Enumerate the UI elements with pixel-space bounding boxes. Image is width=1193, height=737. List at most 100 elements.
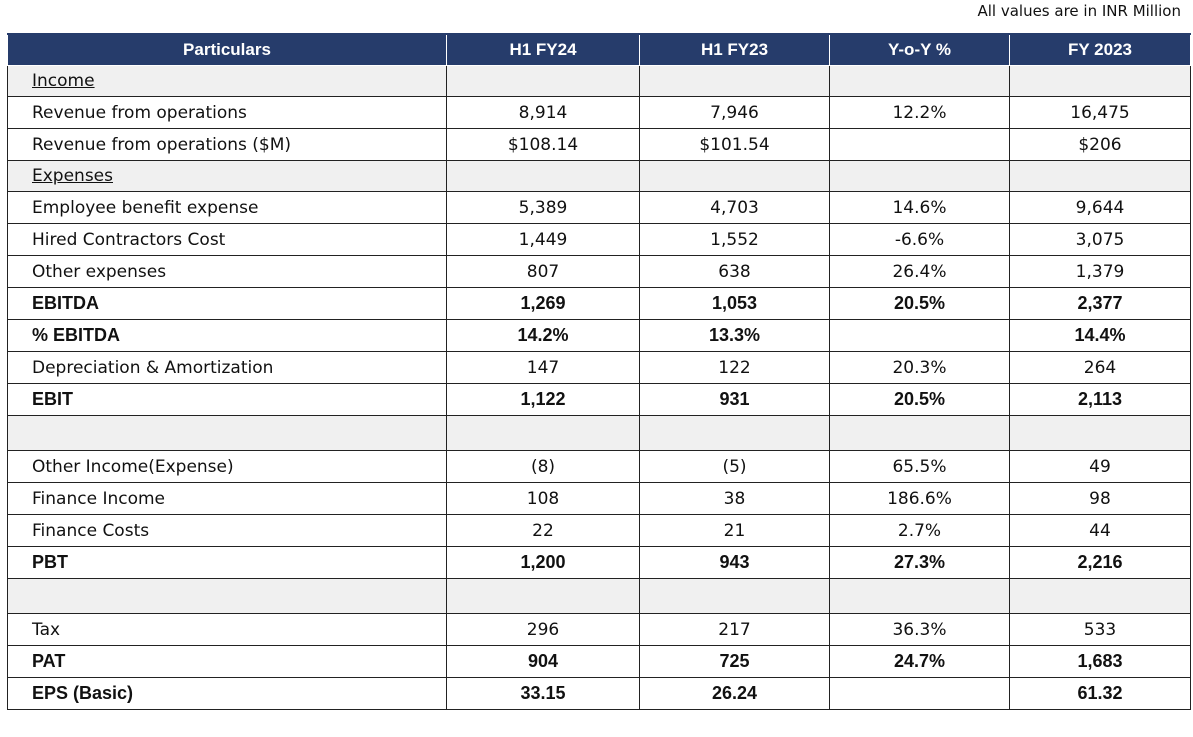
cell-h1-fy23 [639, 65, 830, 97]
cell-h1-fy23: 122 [639, 351, 830, 384]
cell-h1-fy24: (8) [446, 450, 640, 483]
cell-particulars: Revenue from operations ($M) [7, 128, 447, 161]
cell-h1-fy23: 1,552 [639, 223, 830, 256]
cell-particulars: PAT [7, 645, 447, 678]
cell-h1-fy23: (5) [639, 450, 830, 483]
cell-yoy [829, 677, 1010, 710]
cell-fy2023: 1,379 [1009, 255, 1191, 288]
cell-h1-fy23: 4,703 [639, 191, 830, 224]
cell-yoy: 24.7% [829, 645, 1010, 678]
table-row: EBITDA 1,269 1,053 20.5% 2,377 [7, 287, 1191, 320]
cell-yoy: 20.5% [829, 287, 1010, 320]
cell-fy2023: 9,644 [1009, 191, 1191, 224]
cell-fy2023: 2,377 [1009, 287, 1191, 320]
cell-h1-fy23: 21 [639, 514, 830, 547]
cell-fy2023: 1,683 [1009, 645, 1191, 678]
cell-fy2023: 44 [1009, 514, 1191, 547]
table-row: Employee benefit expense 5,389 4,703 14.6% 9… [7, 191, 1191, 224]
cell-h1-fy23: 725 [639, 645, 830, 678]
cell-yoy: 20.5% [829, 383, 1010, 416]
cell-h1-fy23: 943 [639, 546, 830, 579]
cell-yoy [829, 415, 1010, 451]
cell-yoy [829, 160, 1010, 192]
cell-h1-fy23 [639, 578, 830, 614]
cell-particulars: Income [7, 65, 447, 97]
cell-particulars: Revenue from operations [7, 96, 447, 129]
cell-h1-fy24 [446, 415, 640, 451]
table-row: Depreciation & Amortization 147 122 20.3% 26… [7, 351, 1191, 384]
cell-particulars: Depreciation & Amortization [7, 351, 447, 384]
cell-fy2023: 14.4% [1009, 319, 1191, 352]
cell-fy2023: $206 [1009, 128, 1191, 161]
cell-yoy [829, 65, 1010, 97]
cell-h1-fy24: 904 [446, 645, 640, 678]
cell-h1-fy24 [446, 65, 640, 97]
cell-particulars: Tax [7, 613, 447, 646]
header-h1-fy24: H1 FY24 [446, 33, 640, 66]
cell-h1-fy23: 638 [639, 255, 830, 288]
table-row [7, 415, 1191, 451]
cell-particulars: Other expenses [7, 255, 447, 288]
cell-particulars: PBT [7, 546, 447, 579]
cell-yoy [829, 578, 1010, 614]
cell-h1-fy24: 1,449 [446, 223, 640, 256]
cell-fy2023: 49 [1009, 450, 1191, 483]
cell-yoy: 36.3% [829, 613, 1010, 646]
cell-yoy: 14.6% [829, 191, 1010, 224]
table-row: Income [7, 65, 1191, 97]
cell-h1-fy23: 7,946 [639, 96, 830, 129]
cell-fy2023: 98 [1009, 482, 1191, 515]
cell-h1-fy24: 5,389 [446, 191, 640, 224]
table-row: Other Income(Expense) (8) (5) 65.5% 49 [7, 450, 1191, 483]
cell-h1-fy23: 217 [639, 613, 830, 646]
table-row: Finance Costs 22 21 2.7% 44 [7, 514, 1191, 547]
table-row: PAT 904 725 24.7% 1,683 [7, 645, 1191, 678]
cell-particulars [7, 578, 447, 614]
cell-fy2023: 16,475 [1009, 96, 1191, 129]
cell-h1-fy24: 8,914 [446, 96, 640, 129]
cell-h1-fy24: 14.2% [446, 319, 640, 352]
cell-yoy [829, 128, 1010, 161]
table-row: Revenue from operations 8,914 7,946 12.2% 16… [7, 96, 1191, 129]
table-row: Expenses [7, 160, 1191, 192]
cell-h1-fy24: 1,200 [446, 546, 640, 579]
cell-particulars: Finance Costs [7, 514, 447, 547]
cell-particulars: EBITDA [7, 287, 447, 320]
cell-h1-fy24: 296 [446, 613, 640, 646]
cell-fy2023: 2,113 [1009, 383, 1191, 416]
header-yoy: Y-o-Y % [829, 33, 1010, 66]
cell-yoy: 27.3% [829, 546, 1010, 579]
cell-particulars: EPS (Basic) [7, 677, 447, 710]
cell-particulars: Hired Contractors Cost [7, 223, 447, 256]
header-row: Particulars H1 FY24 H1 FY23 Y-o-Y % FY 2… [7, 33, 1191, 66]
cell-h1-fy24: 108 [446, 482, 640, 515]
financial-results-table: Particulars H1 FY24 H1 FY23 Y-o-Y % FY 2… [7, 33, 1191, 710]
cell-h1-fy23: 1,053 [639, 287, 830, 320]
table-row: EPS (Basic) 33.15 26.24 61.32 [7, 677, 1191, 710]
cell-h1-fy23: 26.24 [639, 677, 830, 710]
cell-yoy [829, 319, 1010, 352]
cell-fy2023 [1009, 65, 1191, 97]
table-row: Hired Contractors Cost 1,449 1,552 -6.6% 3,0… [7, 223, 1191, 256]
cell-h1-fy23 [639, 415, 830, 451]
cell-yoy: 2.7% [829, 514, 1010, 547]
cell-fy2023: 61.32 [1009, 677, 1191, 710]
cell-particulars: EBIT [7, 383, 447, 416]
cell-yoy: 65.5% [829, 450, 1010, 483]
table-row: Finance Income 108 38 186.6% 98 [7, 482, 1191, 515]
table-body: Income Revenue from operations 8,914 7,946 1… [7, 65, 1191, 710]
table-row: PBT 1,200 943 27.3% 2,216 [7, 546, 1191, 579]
cell-fy2023 [1009, 578, 1191, 614]
cell-particulars: Other Income(Expense) [7, 450, 447, 483]
cell-particulars: Finance Income [7, 482, 447, 515]
cell-fy2023 [1009, 160, 1191, 192]
header-particulars: Particulars [7, 33, 447, 66]
cell-yoy: 186.6% [829, 482, 1010, 515]
cell-fy2023: 264 [1009, 351, 1191, 384]
cell-fy2023: 533 [1009, 613, 1191, 646]
header-h1-fy23: H1 FY23 [639, 33, 830, 66]
cell-h1-fy24: $108.14 [446, 128, 640, 161]
cell-yoy: -6.6% [829, 223, 1010, 256]
table-row: Revenue from operations ($M) $108.14 $101.… [7, 128, 1191, 161]
header-fy2023: FY 2023 [1009, 33, 1191, 66]
